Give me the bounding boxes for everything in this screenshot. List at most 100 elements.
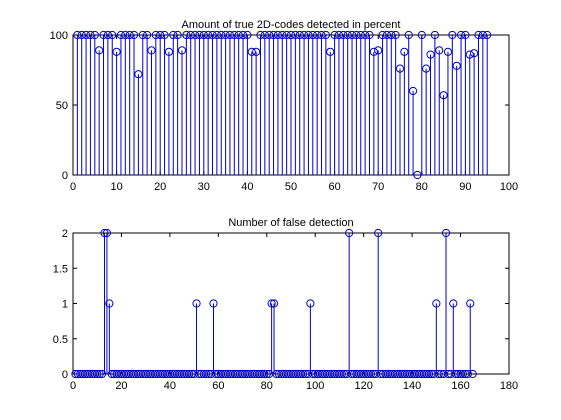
stem-marker [186,30,195,40]
stem-marker [265,30,274,40]
stem-marker [299,369,308,379]
stem-marker [269,30,278,40]
y-tick-label: 50 [56,100,68,112]
stem-marker [125,30,134,40]
stem-marker [151,30,160,40]
stem-marker [449,299,458,308]
stem-marker [273,30,283,40]
stem-marker [212,30,221,40]
stem-marker [252,47,261,56]
y-tick-label: 2 [62,228,68,240]
stem-marker [374,46,383,55]
x-tick-label: 180 [500,380,518,392]
stem-marker [337,369,346,379]
stem-marker [352,30,361,40]
y-tick-label: 0.5 [53,334,68,346]
x-tick-label: 50 [285,181,297,193]
stem-marker [108,30,117,40]
stem-marker [221,30,230,40]
stem-marker [378,30,387,40]
stem-marker [291,30,300,40]
x-tick-label: 80 [261,380,273,392]
stem-marker [95,369,104,379]
stem-marker [282,30,291,40]
stem-marker [461,30,470,40]
x-tick-label: 20 [115,380,127,392]
x-tick-label: 20 [154,181,166,193]
stem-marker [422,64,431,73]
stem-marker [97,369,107,379]
stem-marker [435,46,444,55]
stem-marker [463,369,472,379]
stem-marker [73,30,82,40]
stem-marker [286,30,296,40]
x-tick-label: 60 [212,380,224,392]
stem-marker [225,30,235,40]
stem-marker [483,30,492,40]
stem-marker [369,47,378,56]
stem-marker [105,299,114,308]
stem-marker [321,30,330,40]
stem-marker [173,30,182,40]
stem-marker [77,30,86,40]
stem-marker [458,369,468,379]
stem-marker [100,228,109,238]
stem-marker [395,64,405,73]
stem-marker [134,70,143,79]
stem-marker [468,369,477,379]
stem-marker [262,369,271,379]
stem-marker [382,30,392,40]
stem-marker [330,30,339,40]
stem-marker [238,30,248,40]
stem-marker [304,30,313,40]
top-stem-plot: Amount of true 2D-codes detected in perc… [50,19,519,193]
x-tick-label: 100 [306,380,324,392]
stem-marker [443,47,453,56]
stem-marker [177,46,187,55]
stem-marker [185,369,194,379]
stem-marker [313,30,322,40]
x-tick-label: 140 [403,380,421,392]
y-tick-label: 100 [50,30,68,42]
stem-marker [86,30,95,40]
stem-marker [102,228,112,238]
stem-marker [365,30,374,40]
x-tick-label: 10 [110,181,122,193]
x-tick-label: 30 [198,181,210,193]
stem-marker [247,47,256,56]
stem-marker [95,46,104,55]
stem-marker [182,30,191,40]
stem-marker [143,30,152,40]
stem-marker [299,30,309,40]
stem-marker [448,30,457,40]
stem-marker [195,30,204,40]
stem-marker [474,30,483,40]
x-tick-label: 0 [70,380,76,392]
y-tick-label: 0 [62,170,68,182]
stem-marker [426,50,435,59]
stem-marker [234,30,243,40]
stem-marker [260,369,269,379]
stem-marker [164,47,174,56]
axes-frame [72,232,510,375]
stem-marker [366,369,376,379]
stem-marker [361,30,370,40]
stem-marker [345,228,354,238]
stem-marker [160,30,169,40]
stem-marker [199,30,208,40]
x-tick-label: 40 [164,380,176,392]
stem-marker [317,30,326,40]
stem-marker [470,49,479,58]
stem-marker [339,30,348,40]
stem-marker [190,30,200,40]
stem-marker [267,299,276,308]
x-tick-label: 60 [328,181,340,193]
stem-marker [441,228,451,238]
stem-marker [99,30,108,40]
stem-marker [466,299,475,308]
stem-marker [169,30,178,40]
stem-marker [209,299,218,308]
x-tick-label: 80 [416,181,428,193]
